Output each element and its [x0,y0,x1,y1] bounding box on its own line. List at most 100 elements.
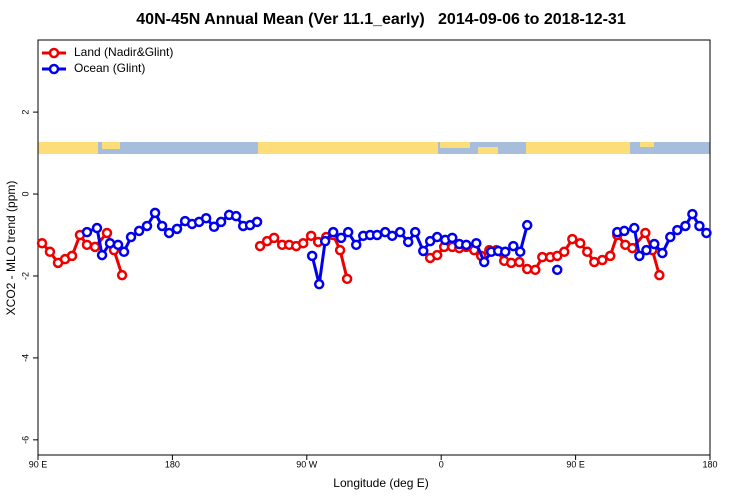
data-point [306,250,318,262]
data-point [171,223,183,235]
y-tick-label: 0 [20,192,30,197]
data-point [394,226,406,238]
data-point [530,264,541,276]
legend-marker [48,63,60,75]
data-point [657,247,668,259]
y-tick-label: 2 [20,110,30,115]
data-point [478,256,490,268]
data-point [680,220,691,232]
x-tick-label: 90 E [566,459,585,469]
plot-frame [37,39,711,456]
data-point [567,233,578,245]
data-point [334,244,346,256]
data-point [521,219,533,231]
data-point [581,246,593,258]
data-point [589,256,600,268]
data-point [597,254,608,266]
data-point [431,231,443,243]
data-point [627,242,638,254]
data-point [341,273,353,285]
data-point [431,249,443,261]
x-axis-label: Longitude (deg E) [333,476,428,490]
legend-label: Land (Nadir&Glint) [74,45,173,59]
data-point [641,244,652,256]
data-point [461,239,472,251]
data-point [649,238,660,250]
data-point [665,231,676,243]
data-point [350,239,362,251]
data-point [305,230,317,242]
data-point [133,225,145,237]
x-tick-label: 0 [439,459,444,469]
x-tick-label: 180 [165,459,180,469]
data-point [327,226,339,238]
data-point [156,220,168,232]
data-point [313,278,325,290]
data-point [694,220,705,232]
data-point [619,225,630,237]
data-point [251,216,263,228]
data-point [297,237,309,249]
chart-title: 40N-45N Annual Mean (Ver 11.1_early) 201… [136,11,626,28]
y-tick-label: -2 [20,272,30,280]
data-point [163,227,175,239]
data-point [402,236,414,248]
data-point [701,227,712,239]
data-point [508,240,519,252]
data-point [629,222,640,234]
data-point [418,245,429,257]
data-point [200,212,212,224]
data-point [654,269,665,281]
data-point [447,232,458,244]
data-point [104,237,116,249]
data-point [230,210,242,222]
y-tick-label: -6 [20,436,30,444]
data-point [254,240,266,252]
data-point [91,222,103,234]
data-point [118,246,130,258]
x-tick-label: 90 E [29,459,48,469]
data-point [335,232,347,244]
data-point [44,246,56,258]
data-point [125,231,137,243]
data-point [371,229,383,241]
data-point [66,250,78,262]
data-point [505,257,517,269]
data-point [514,256,525,268]
x-tick-label: 90 W [296,459,318,469]
data-point [319,235,331,247]
data-point [81,239,93,251]
data-point [89,241,101,253]
data-point [521,263,533,275]
data-point [141,220,153,232]
data-point [640,227,651,239]
data-point [551,264,563,276]
data-point [574,237,586,249]
x-tick-label: 180 [702,459,717,469]
data-point [112,239,124,251]
data-point [687,208,698,220]
data-point [386,230,398,242]
data-point [101,227,113,239]
data-point [409,226,421,238]
data-point [81,226,93,238]
legend-label: Ocean (Glint) [74,61,145,75]
data-point [342,226,354,238]
data-point [559,246,570,258]
data-point [672,224,683,236]
data-point [634,250,645,262]
land-ocean-strip [38,142,710,154]
data-point [471,237,482,249]
data-point [96,249,108,261]
legend-marker [48,47,60,59]
data-point [268,232,280,244]
data-point [604,250,616,262]
data-point [36,237,48,249]
y-axis-label: XCO2 - MLO trend (ppm) [4,181,18,316]
data-point [500,246,511,258]
data-point [215,216,227,228]
y-tick-label: -4 [20,354,30,362]
data-point [149,207,161,219]
data-point [208,221,220,233]
